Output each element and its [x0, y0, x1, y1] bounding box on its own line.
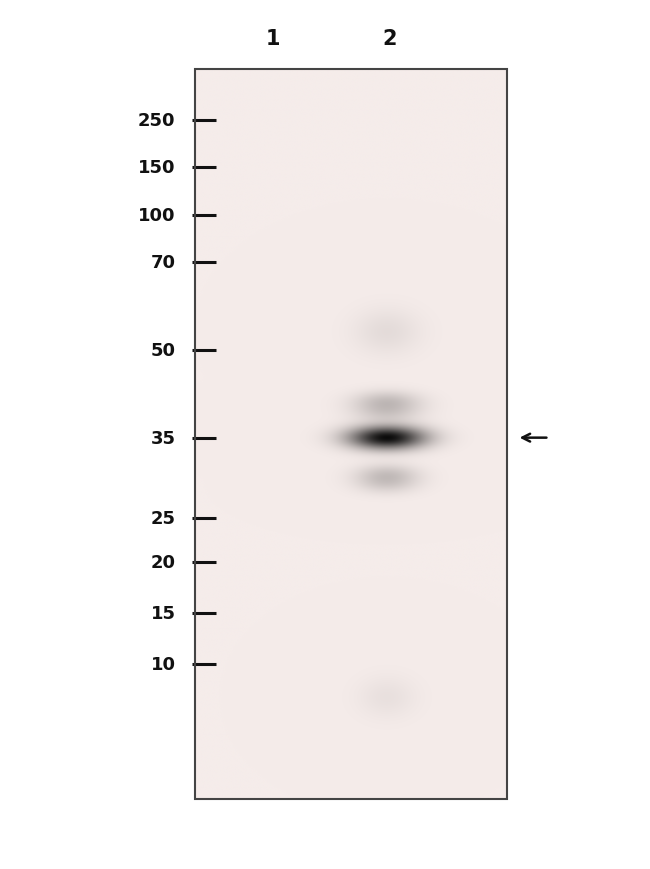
Bar	[195, 70, 507, 799]
Text: 150: 150	[138, 159, 176, 177]
Text: 25: 25	[151, 509, 176, 527]
Text: 1: 1	[266, 30, 280, 49]
Text: 35: 35	[151, 429, 176, 448]
Text: 250: 250	[138, 111, 176, 129]
Text: 100: 100	[138, 207, 176, 224]
Text: 10: 10	[151, 655, 176, 673]
Text: 70: 70	[151, 254, 176, 272]
Text: 20: 20	[151, 554, 176, 571]
Text: 15: 15	[151, 604, 176, 622]
Text: 2: 2	[383, 30, 397, 49]
Text: 50: 50	[151, 342, 176, 360]
